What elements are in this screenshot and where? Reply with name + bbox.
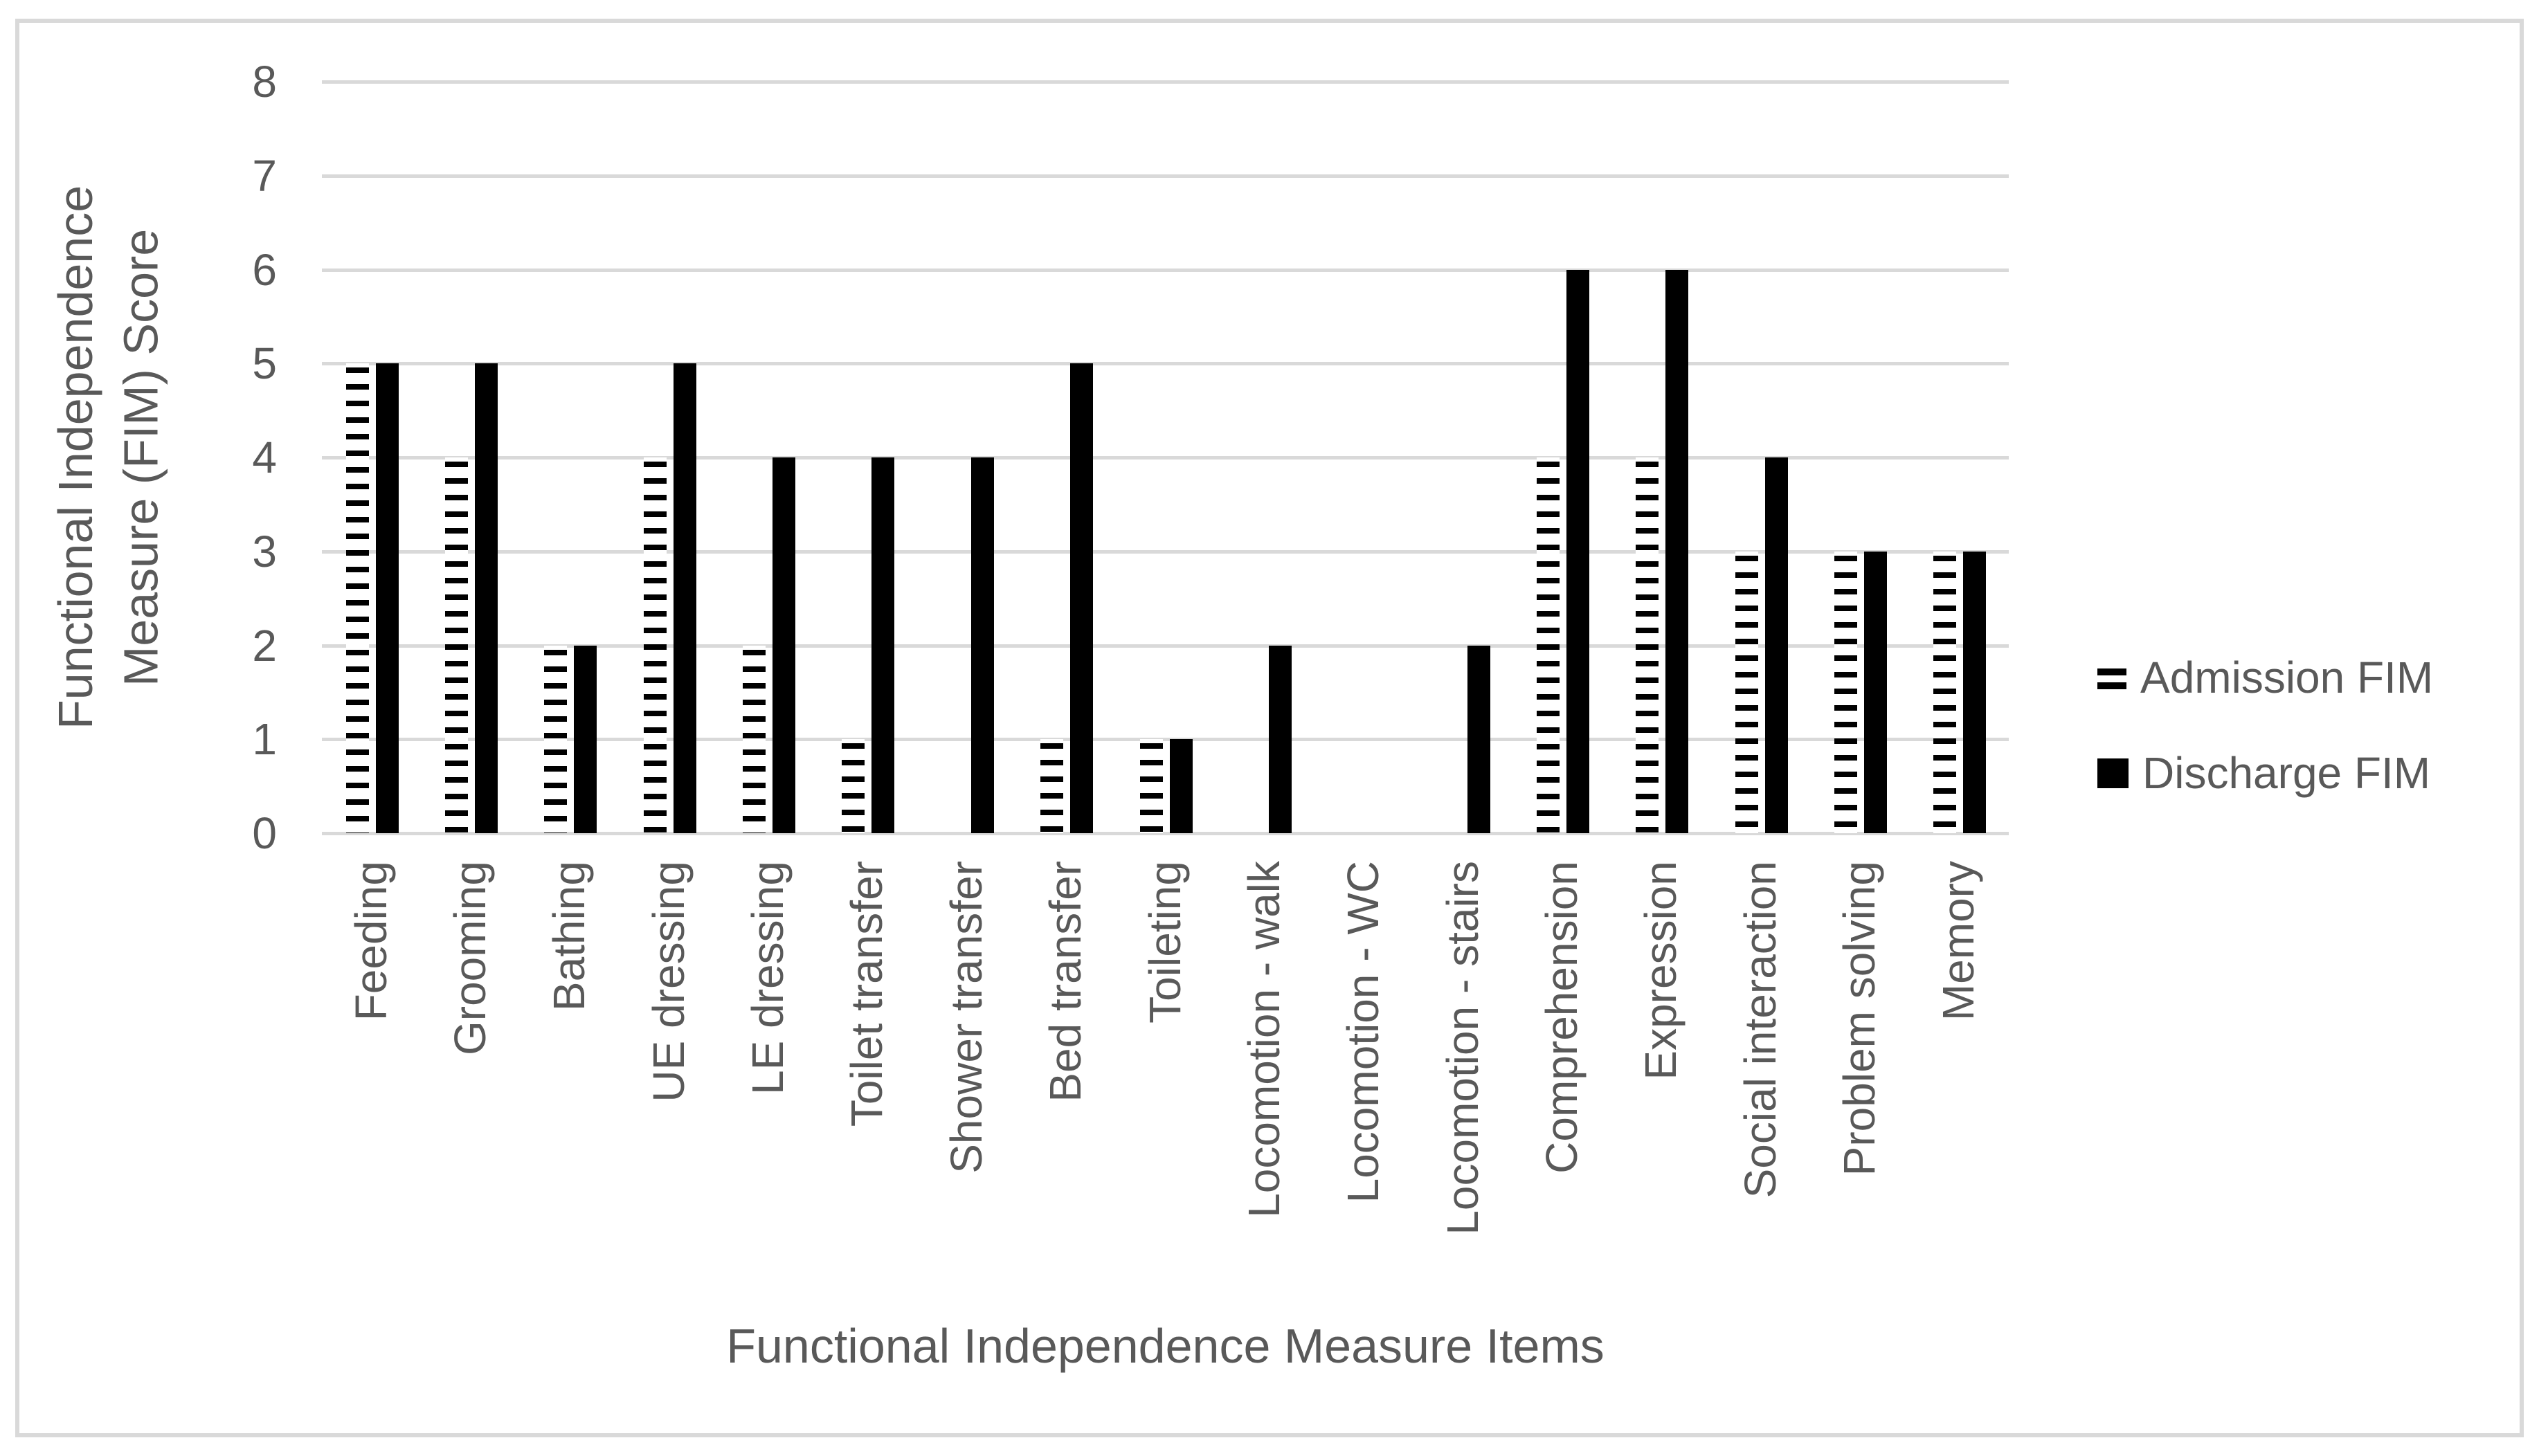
bar-discharge-bed-transfer [1070,363,1094,833]
category-label-grooming: Grooming [445,861,496,1055]
bar-admission-feeding [345,363,369,833]
category-label-shower-transfer: Shower transfer [941,861,991,1174]
x-axis-line [322,832,2009,835]
legend-label-discharge-fim: Discharge FIM [2142,748,2431,798]
category-label-ue-dressing: UE dressing [643,861,694,1102]
legend-item-admission-fim: Admission FIM [2097,653,2433,702]
gridline [322,549,2009,554]
bar-discharge-ue-dressing [673,363,696,833]
category-label-memory: Memory [1933,861,1984,1021]
y-tick-label: 4 [252,433,277,482]
y-tick-label: 1 [252,714,277,765]
legend-label-admission-fim: Admission FIM [2140,653,2434,702]
bar-discharge-comprehension [1566,269,1589,833]
category-label-bathing: Bathing [544,861,595,1012]
y-axis-title: Functional Independence Measure (FIM) Sco… [48,185,168,730]
bar-admission-memory [1933,551,1957,833]
bar-discharge-locomotion-walk [1268,645,1292,833]
category-label-locomotion-wc: Locomotion - WC [1338,861,1389,1203]
bar-admission-comprehension [1536,457,1560,833]
y-tick-label: 6 [252,244,277,295]
bar-admission-ue-dressing [643,457,667,833]
bar-discharge-problem-solving [1863,551,1887,833]
bar-discharge-expression [1665,269,1689,833]
legend-item-discharge-fim: Discharge FIM [2097,748,2431,798]
x-axis-title: Functional Independence Measure Items [726,1319,1605,1373]
bar-admission-le-dressing [743,645,766,833]
gridline [322,738,2009,742]
plot-area [322,80,2009,835]
bar-admission-grooming [445,457,469,833]
y-tick-label: 3 [252,526,277,576]
bar-discharge-shower-transfer [970,457,994,833]
y-tick-label: 2 [252,620,277,671]
bar-discharge-grooming [475,363,498,833]
bar-discharge-toilet-transfer [871,457,895,833]
gridline [322,456,2009,459]
bar-discharge-feeding [375,363,399,833]
y-tick-label: 7 [252,150,277,201]
bar-discharge-locomotion-stairs [1467,645,1490,833]
gridline [322,174,2009,178]
bar-discharge-le-dressing [772,457,796,833]
bar-admission-toileting [1139,739,1163,833]
category-label-expression: Expression [1636,861,1686,1080]
bar-discharge-toileting [1169,739,1193,833]
category-label-le-dressing: LE dressing [743,861,793,1095]
bar-discharge-bathing [574,645,597,833]
bar-admission-bed-transfer [1040,739,1064,833]
bar-admission-toilet-transfer [842,739,865,833]
bar-admission-bathing [544,645,568,833]
gridline [322,362,2009,366]
category-label-problem-solving: Problem solving [1834,861,1884,1176]
category-label-locomotion-walk: Locomotion - walk [1238,861,1289,1218]
category-label-bed-transfer: Bed transfer [1040,861,1091,1102]
y-tick-label: 5 [252,338,277,389]
discharge-fim-solid-swatch-icon [2097,758,2129,788]
category-label-comprehension: Comprehension [1536,861,1587,1174]
bar-discharge-memory [1963,551,1987,833]
y-tick-label: 8 [252,57,277,107]
gridline [322,80,2009,84]
category-label-toileting: Toileting [1139,861,1190,1023]
bar-admission-expression [1636,457,1659,833]
category-label-toilet-transfer: Toilet transfer [842,861,892,1127]
bar-discharge-social-interaction [1764,457,1788,833]
bar-admission-problem-solving [1834,551,1857,833]
gridline [322,644,2009,648]
bar-admission-social-interaction [1735,551,1758,833]
category-label-feeding: Feeding [345,861,396,1021]
gridline [322,268,2009,272]
category-label-locomotion-stairs: Locomotion - stairs [1437,861,1488,1235]
category-label-social-interaction: Social interaction [1735,861,1785,1199]
y-tick-label: 0 [252,808,277,858]
admission-fim-pattern-swatch-icon [2097,664,2126,691]
